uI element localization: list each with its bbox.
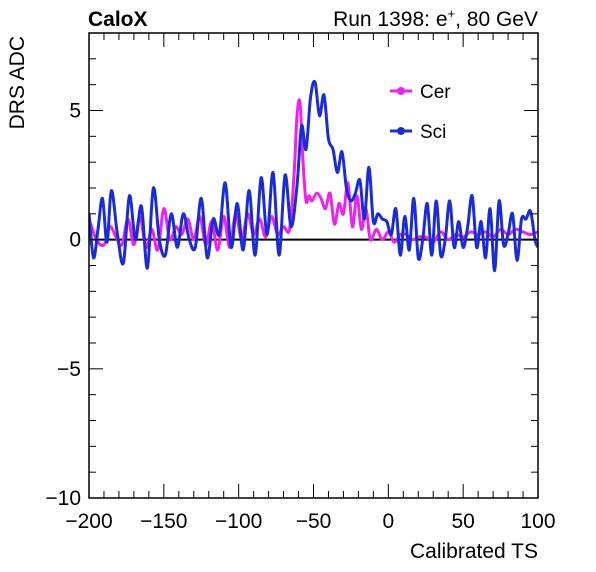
x-tick-label: −100	[215, 510, 262, 533]
run-label-sup: +	[448, 6, 456, 21]
x-tick-label: −50	[296, 510, 332, 533]
run-info-label: Run 1398: e+, 80 GeV	[333, 6, 538, 31]
series-layer	[89, 79, 538, 273]
run-label-suffix: , 80 GeV	[455, 8, 538, 31]
legend-marker-cer	[397, 87, 405, 95]
x-tick-label: −150	[140, 510, 187, 533]
x-tick-label: 100	[520, 510, 555, 533]
y-tick-label: 0	[69, 229, 81, 252]
legend: Cer Sci	[390, 82, 451, 143]
x-tick-label: 0	[382, 510, 394, 533]
y-tick-label: −10	[45, 487, 81, 510]
y-axis-title: DRS ADC	[6, 36, 29, 129]
legend-label-cer: Cer	[420, 82, 451, 103]
y-tick-label: −5	[57, 358, 81, 381]
x-axis-title: Calibrated TS	[410, 540, 538, 563]
legend-marker-sci	[397, 127, 405, 135]
plot-frame	[88, 32, 539, 499]
axes-layer: −200 −150 −100 −50 0 50 100−10−505	[45, 32, 556, 533]
run-label-main: Run 1398: e	[333, 8, 447, 31]
x-tick-label: 50	[451, 510, 474, 533]
legend-label-sci: Sci	[420, 122, 446, 143]
series-line-cer	[89, 98, 538, 252]
series-line-sci	[89, 79, 538, 273]
x-tick-label: −200	[65, 510, 112, 533]
y-tick-label: 5	[69, 100, 81, 123]
experiment-label: CaloX	[88, 8, 148, 31]
